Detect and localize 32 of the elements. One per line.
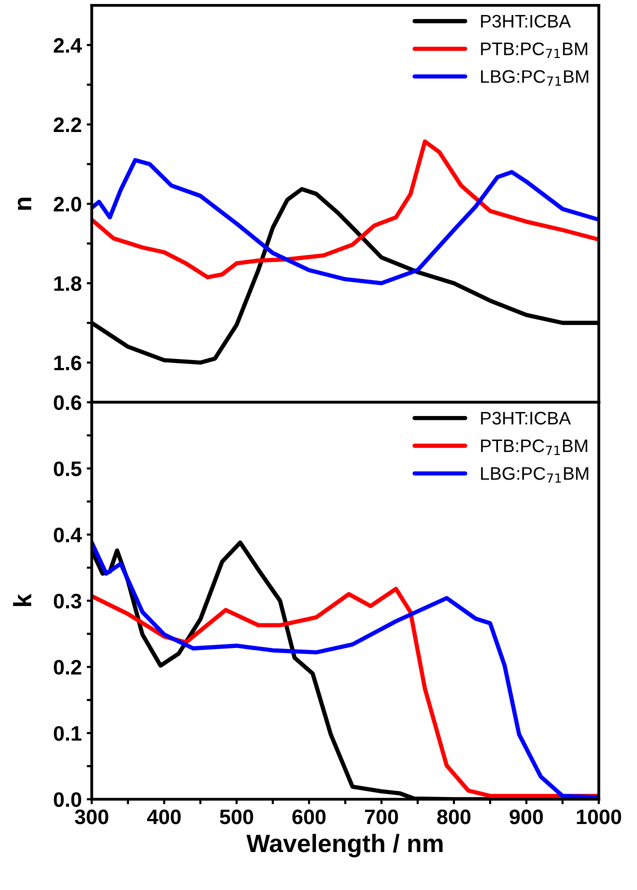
y-tick-label: 0.5 [54,461,82,476]
legend-label: PTB:PC$_{71}$BM [481,42,588,58]
y-axis-title: n [18,198,32,210]
x-tick-label: 500 [220,809,254,824]
y-tick-label: 2.2 [54,117,82,132]
x-tick-label: 700 [364,809,398,824]
y-tick-label: 0.4 [54,528,82,542]
x-tick-label: 400 [147,809,181,824]
y-tick-label: 0.6 [54,395,82,410]
legend-label: LBG:PC$_{71}$BM [481,70,588,86]
y-tick-label: 1.8 [54,276,82,291]
x-axis-title: Wavelength / nm [246,834,443,858]
y-tick-label: 0.1 [54,726,82,741]
legend-label: P3HT:ICBA [481,14,571,28]
legend-label: PTB:PC$_{71}$BM [481,439,588,455]
line-series [92,586,599,798]
x-tick-label: 600 [292,809,326,824]
x-tick-label: 1000 [576,809,622,824]
y-axis-title: k [13,594,32,606]
y-tick-label: 0.0 [54,792,82,807]
x-tick-label: 300 [74,809,108,824]
y-tick-label: 2.0 [54,196,82,212]
line-series [92,158,599,286]
y-tick-label: 1.6 [54,356,82,370]
x-tick-label: 800 [437,809,470,824]
legend-label: LBG:PC$_{71}$BM [481,467,588,483]
line-series [92,139,599,280]
y-tick-label: 2.4 [54,38,82,53]
x-tick-label: 900 [510,809,543,824]
y-tick-label: 0.3 [54,594,82,609]
legend-label: P3HT:ICBA [481,412,571,425]
y-tick-label: 0.2 [54,660,82,675]
